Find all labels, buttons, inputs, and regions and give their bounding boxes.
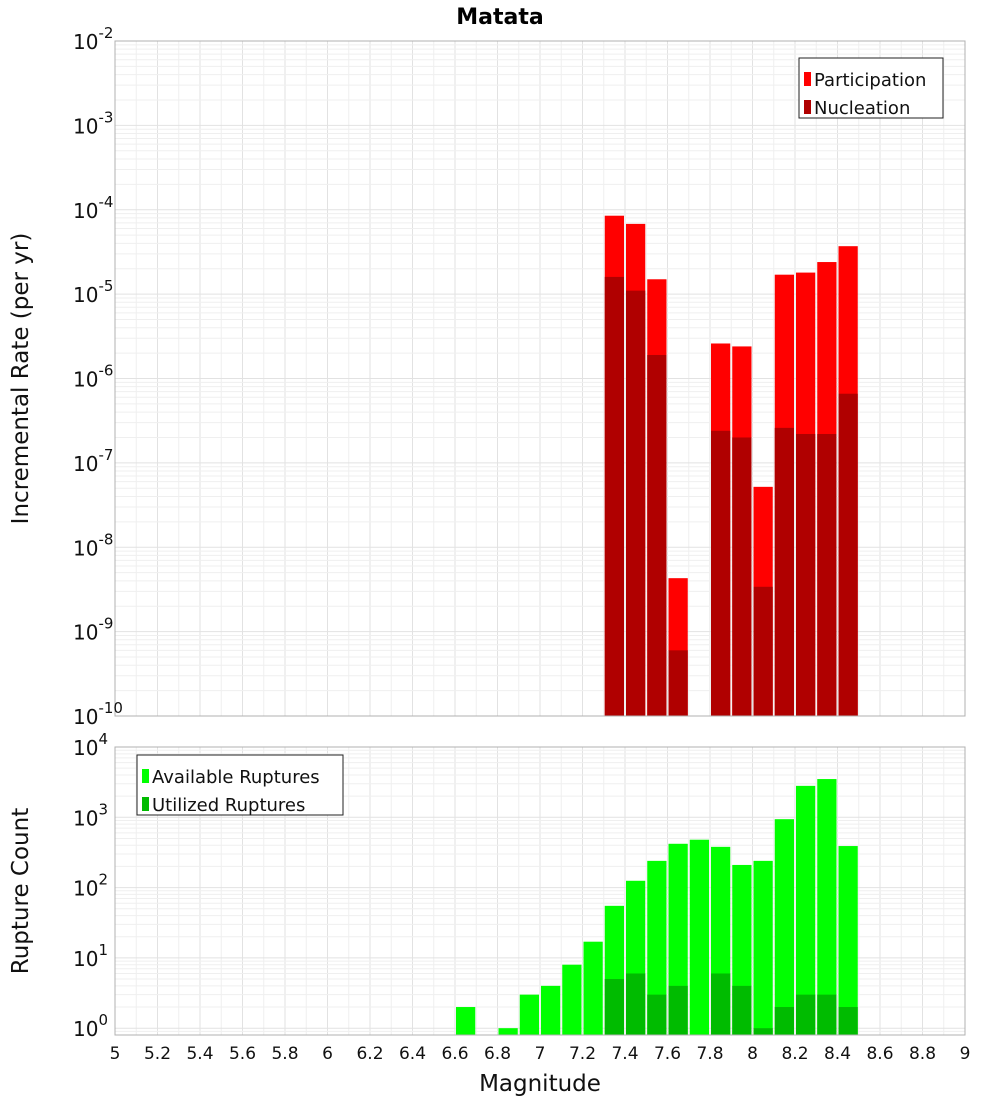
count-bar-utilized-ruptures xyxy=(753,1028,773,1035)
x-tick-label: 8.6 xyxy=(866,1044,893,1064)
count-bar-utilized-ruptures xyxy=(796,994,816,1035)
rate-legend-box xyxy=(798,57,944,119)
count-bar-utilized-ruptures xyxy=(732,985,752,1035)
x-tick-label: 7.6 xyxy=(654,1044,681,1064)
rate-y-tick-label: 10-10 xyxy=(73,699,123,729)
rate-legend-swatch xyxy=(804,72,811,86)
count-bar-utilized-ruptures xyxy=(711,973,731,1035)
x-axis-title: Magnitude xyxy=(479,1071,601,1097)
count-y-tick-labels: 104 103 102 101 100 xyxy=(73,730,108,1041)
rate-y-tick-label: 10-4 xyxy=(73,193,113,223)
x-tick-label: 7 xyxy=(535,1044,546,1064)
count-bar-available-ruptures xyxy=(838,846,858,1035)
count-bar-utilized-ruptures xyxy=(604,979,624,1035)
count-y-axis-title: Rupture Count xyxy=(8,808,34,974)
x-tick-label: 5.2 xyxy=(144,1044,171,1064)
count-bar-utilized-ruptures xyxy=(774,1007,794,1035)
count-bar-available-ruptures xyxy=(498,1028,518,1035)
count-y-tick-label: 102 xyxy=(73,871,108,901)
rate-y-axis-title: Incremental Rate (per yr) xyxy=(8,233,34,525)
count-bar-available-ruptures xyxy=(796,785,816,1035)
rate-y-tick-label: 10-7 xyxy=(73,446,113,476)
count-y-tick-label: 104 xyxy=(73,730,108,760)
rate-y-tick-label: 10-9 xyxy=(73,615,113,645)
rate-bar-nucleation xyxy=(732,437,752,716)
count-bar-utilized-ruptures xyxy=(838,1007,858,1035)
count-bar-available-ruptures xyxy=(583,941,603,1035)
count-y-tick-label: 101 xyxy=(73,941,108,971)
count-legend-box xyxy=(136,754,344,816)
rate-y-tick-label: 10-6 xyxy=(73,362,113,392)
count-bar-utilized-ruptures xyxy=(817,994,837,1035)
rate-bar-nucleation xyxy=(604,276,624,716)
count-y-tick-label: 100 xyxy=(73,1011,108,1041)
x-tick-label: 9 xyxy=(960,1044,971,1064)
count-bars xyxy=(456,779,858,1035)
rate-plot-border xyxy=(114,40,966,717)
rate-bar-nucleation xyxy=(626,290,646,716)
count-legend-swatch xyxy=(142,797,149,811)
x-tick-label: 6.8 xyxy=(484,1044,511,1064)
count-bar-utilized-ruptures xyxy=(626,973,646,1035)
rate-bar-nucleation xyxy=(774,427,794,716)
count-bar-utilized-ruptures xyxy=(647,994,667,1035)
rate-legend-label: Nucleation xyxy=(814,98,910,119)
count-legend-label: Utilized Ruptures xyxy=(152,795,305,816)
rate-bar-nucleation xyxy=(796,433,816,716)
rate-legend: Participation Nucleation xyxy=(798,57,944,119)
rate-bar-nucleation xyxy=(711,430,731,716)
rate-y-tick-label: 10-2 xyxy=(73,24,113,54)
x-tick-label: 6 xyxy=(322,1044,333,1064)
x-tick-label: 5.8 xyxy=(271,1044,298,1064)
x-tick-label: 8 xyxy=(747,1044,758,1064)
rate-bar-nucleation xyxy=(647,354,667,716)
x-tick-label: 7.8 xyxy=(696,1044,723,1064)
rate-legend-label: Participation xyxy=(814,70,926,91)
x-tick-label: 8.4 xyxy=(824,1044,851,1064)
count-plot-border xyxy=(114,746,966,1036)
rate-y-tick-labels: 10-2 10-3 10-4 10-5 10-6 10-7 10-8 10-9 10-10 xyxy=(73,24,123,729)
rate-y-tick-label: 10-5 xyxy=(73,277,113,307)
x-tick-label: 7.4 xyxy=(611,1044,638,1064)
count-legend: Available Ruptures Utilized Ruptures xyxy=(136,754,344,816)
rate-gridlines xyxy=(114,40,966,717)
x-tick-label: 6.6 xyxy=(441,1044,468,1064)
count-y-tick-label: 103 xyxy=(73,800,108,830)
count-bar-available-ruptures xyxy=(774,819,794,1035)
x-tick-label: 7.2 xyxy=(569,1044,596,1064)
count-bar-available-ruptures xyxy=(456,1007,476,1035)
count-gridlines xyxy=(114,746,966,1036)
x-tick-label: 6.4 xyxy=(399,1044,426,1064)
rate-bar-nucleation xyxy=(817,433,837,716)
count-bar-available-ruptures xyxy=(647,860,667,1035)
x-tick-label: 5.6 xyxy=(229,1044,256,1064)
count-bar-available-ruptures xyxy=(753,860,773,1035)
rate-panel: 10-2 10-3 10-4 10-5 10-6 10-7 10-8 10-9 10-10 Inc… xyxy=(8,24,966,729)
rate-bars xyxy=(604,215,858,717)
count-bar-utilized-ruptures xyxy=(668,985,688,1035)
count-bar-available-ruptures xyxy=(519,994,539,1035)
count-bar-available-ruptures xyxy=(689,839,709,1035)
x-tick-label: 8.2 xyxy=(781,1044,808,1064)
x-tick-label: 8.8 xyxy=(909,1044,936,1064)
count-bar-available-ruptures xyxy=(541,985,561,1035)
rate-y-tick-label: 10-3 xyxy=(73,108,113,138)
x-tick-label: 5.4 xyxy=(186,1044,213,1064)
x-tick-label: 5 xyxy=(110,1044,121,1064)
rate-bar-nucleation xyxy=(838,393,858,716)
rate-legend-swatch xyxy=(804,100,811,114)
rate-y-tick-label: 10-8 xyxy=(73,530,113,560)
x-tick-labels: 5 5.2 5.4 5.6 5.8 6 6.2 6.4 6.6 6.8 7 7.2 7.4 7.6 7.8 8… xyxy=(110,1044,971,1064)
rate-bar-nucleation xyxy=(668,650,688,716)
count-legend-swatch xyxy=(142,769,149,783)
chart-title: Matata xyxy=(456,5,543,30)
count-bar-available-ruptures xyxy=(562,964,582,1035)
rate-bar-nucleation xyxy=(753,586,773,716)
count-legend-label: Available Ruptures xyxy=(152,767,320,788)
x-tick-label: 6.2 xyxy=(356,1044,383,1064)
count-bar-available-ruptures xyxy=(817,779,837,1035)
